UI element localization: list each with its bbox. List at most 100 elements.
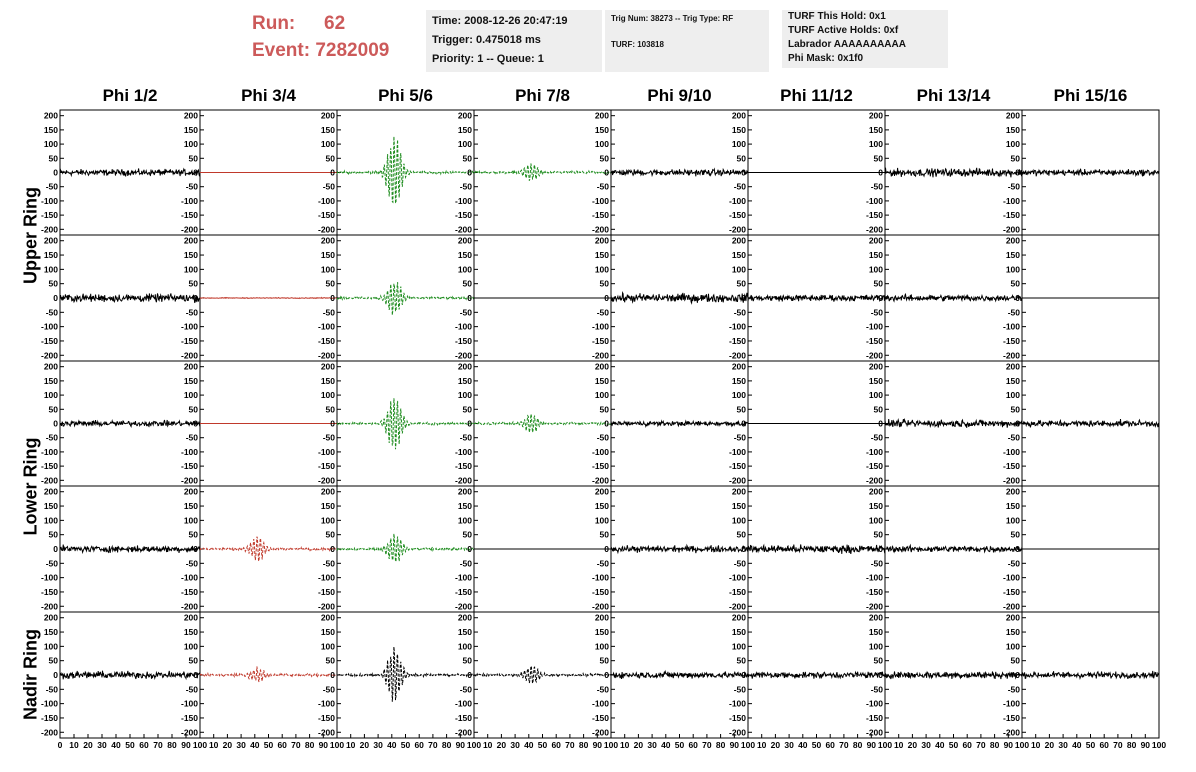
y-tick-label: -200 — [41, 727, 58, 737]
y-tick-label: -100 — [592, 196, 609, 206]
y-tick-label: 50 — [600, 279, 610, 289]
x-tick-label: 80 — [167, 740, 177, 750]
y-tick-label: 150 — [184, 376, 198, 386]
y-tick-label: 150 — [321, 250, 335, 260]
y-tick-label: 0 — [330, 293, 335, 303]
y-tick-label: 100 — [1006, 641, 1020, 651]
priority-line: Priority: 1 -- Queue: 1 — [432, 53, 544, 65]
x-tick-label: 30 — [510, 740, 520, 750]
x-tick-label: 20 — [908, 740, 918, 750]
y-tick-label: 100 — [321, 139, 335, 149]
y-tick-label: -150 — [592, 210, 609, 220]
y-tick-label: 100 — [732, 139, 746, 149]
y-tick-label: 200 — [732, 111, 746, 121]
y-tick-label: -100 — [318, 573, 335, 583]
x-tick-label: 60 — [277, 740, 287, 750]
y-tick-label: -200 — [181, 475, 198, 485]
y-tick-label: 50 — [189, 530, 199, 540]
x-tick-label: 60 — [962, 740, 972, 750]
waveform-trace — [747, 543, 886, 554]
y-tick-label: -100 — [455, 322, 472, 332]
y-tick-label: 150 — [732, 376, 746, 386]
y-tick-label: 150 — [44, 376, 58, 386]
y-tick-label: -50 — [1008, 307, 1021, 317]
y-tick-label: -150 — [866, 713, 883, 723]
y-tick-label: -150 — [318, 336, 335, 346]
x-tick-label: 80 — [716, 740, 726, 750]
x-tick-label: 100 — [330, 740, 344, 750]
y-tick-label: -100 — [1003, 196, 1020, 206]
waveform-trace — [610, 543, 749, 555]
x-tick-label: 20 — [223, 740, 233, 750]
phi-header: Phi 3/4 — [241, 86, 296, 105]
y-tick-label: -100 — [866, 699, 883, 709]
y-tick-label: 0 — [741, 168, 746, 178]
y-tick-label: -150 — [592, 713, 609, 723]
y-tick-label: 200 — [595, 111, 609, 121]
y-tick-label: -50 — [871, 433, 884, 443]
y-tick-label: 0 — [193, 419, 198, 429]
y-tick-label: -100 — [181, 447, 198, 457]
y-tick-label: -50 — [186, 307, 199, 317]
y-tick-label: 0 — [53, 670, 58, 680]
y-tick-label: -100 — [318, 699, 335, 709]
x-tick-label: 70 — [976, 740, 986, 750]
x-tick-label: 20 — [497, 740, 507, 750]
y-tick-label: 200 — [458, 236, 472, 246]
x-tick-label: 80 — [305, 740, 315, 750]
y-tick-label: -200 — [592, 224, 609, 234]
y-tick-label: -150 — [318, 713, 335, 723]
waveform-trace — [59, 167, 201, 178]
y-tick-label: 100 — [732, 515, 746, 525]
waveform-trace — [473, 163, 612, 181]
turf-info-box: TURF This Hold: 0x1 TURF Active Holds: 0… — [782, 10, 948, 68]
y-tick-label: -200 — [729, 601, 746, 611]
y-tick-label: -50 — [734, 684, 747, 694]
x-tick-label: 80 — [990, 740, 1000, 750]
y-tick-label: 0 — [741, 293, 746, 303]
y-tick-label: 0 — [193, 670, 198, 680]
x-tick-label: 10 — [346, 740, 356, 750]
y-tick-label: 50 — [49, 404, 59, 414]
y-tick-label: 150 — [321, 125, 335, 135]
x-tick-label: 50 — [812, 740, 822, 750]
y-tick-label: -50 — [323, 307, 336, 317]
y-tick-label: -200 — [455, 475, 472, 485]
y-tick-label: 150 — [458, 627, 472, 637]
y-tick-label: -150 — [592, 587, 609, 597]
y-tick-label: -200 — [318, 727, 335, 737]
y-tick-label: 200 — [732, 487, 746, 497]
waveform-trace — [59, 544, 201, 555]
y-tick-label: -200 — [866, 601, 883, 611]
y-tick-label: 100 — [1006, 390, 1020, 400]
y-tick-label: -50 — [323, 182, 336, 192]
y-tick-label: 200 — [321, 362, 335, 372]
y-tick-label: 150 — [595, 376, 609, 386]
y-tick-label: -200 — [181, 601, 198, 611]
y-tick-label: -100 — [41, 447, 58, 457]
y-tick-label: 0 — [53, 544, 58, 554]
y-tick-label: 100 — [869, 139, 883, 149]
y-tick-label: 50 — [600, 656, 610, 666]
y-tick-label: 0 — [604, 419, 609, 429]
y-tick-label: 100 — [321, 390, 335, 400]
y-tick-label: 100 — [595, 139, 609, 149]
y-tick-label: -150 — [181, 210, 198, 220]
y-tick-label: 0 — [193, 544, 198, 554]
y-tick-label: 50 — [600, 530, 610, 540]
y-tick-label: -100 — [729, 573, 746, 583]
y-tick-label: 50 — [874, 404, 884, 414]
y-tick-label: 150 — [458, 376, 472, 386]
y-tick-label: 0 — [604, 168, 609, 178]
phi-header: Phi 13/14 — [916, 86, 991, 105]
y-tick-label: -50 — [871, 182, 884, 192]
time-info-box: Time: 2008-12-26 20:47:19 Trigger: 0.475… — [426, 10, 602, 72]
x-tick-label: 30 — [373, 740, 383, 750]
y-tick-label: -200 — [455, 727, 472, 737]
y-tick-label: 0 — [741, 419, 746, 429]
run-value: 62 — [324, 13, 346, 34]
y-tick-label: 0 — [330, 419, 335, 429]
y-tick-label: 0 — [53, 293, 58, 303]
waveform-trace — [610, 167, 749, 178]
y-tick-label: 150 — [732, 627, 746, 637]
